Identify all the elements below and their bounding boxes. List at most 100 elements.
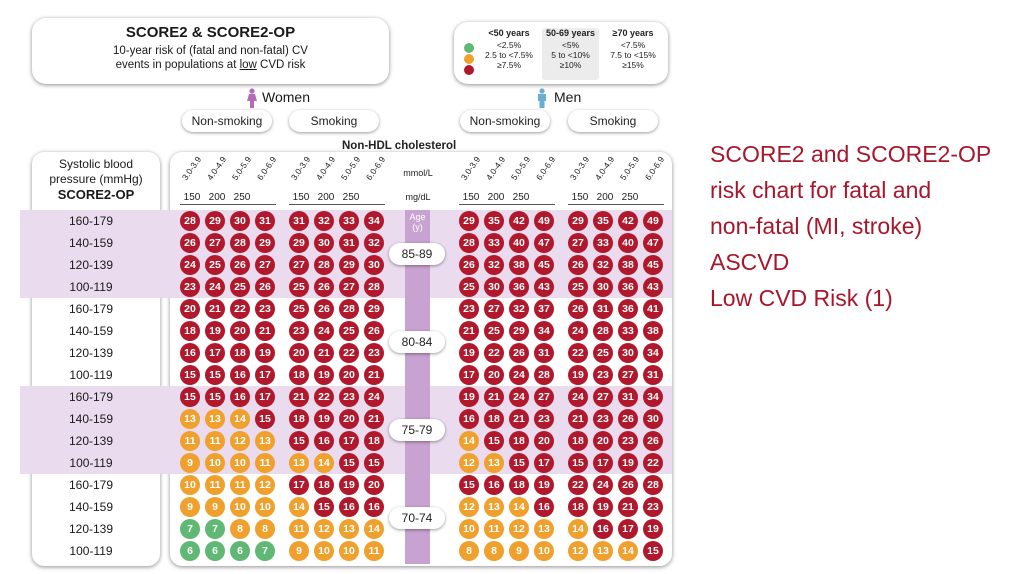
- risk-cell: 20: [289, 343, 309, 363]
- risk-cell: 15: [205, 387, 225, 407]
- risk-cell: 18: [509, 431, 529, 451]
- legend-col-under50: <50 years <2.5% 2.5 to <7.5% ≥7.5%: [478, 28, 540, 70]
- risk-cell: 25: [568, 277, 588, 297]
- risk-cell: 28: [230, 233, 250, 253]
- sbp-row-label: 140-159: [68, 500, 114, 514]
- risk-cell: 21: [289, 387, 309, 407]
- sbp-row-label: 100-119: [69, 280, 113, 294]
- risk-cell: 23: [593, 365, 613, 385]
- risk-cell: 27: [593, 387, 613, 407]
- risk-cell: 33: [484, 233, 504, 253]
- risk-cell: 21: [618, 497, 638, 517]
- chart-title: SCORE2 & SCORE2-OP: [125, 24, 296, 41]
- risk-cell: 13: [534, 519, 554, 539]
- risk-cell: 22: [568, 475, 588, 495]
- mgdl-tick-label: 200: [596, 192, 614, 203]
- unit-mmol: mmol/L: [403, 168, 433, 178]
- risk-cell: 26: [509, 343, 529, 363]
- mgdl-tick-label: 200: [208, 192, 226, 203]
- risk-cell: 16: [364, 497, 384, 517]
- risk-cell: 24: [568, 387, 588, 407]
- risk-cell: 30: [364, 255, 384, 275]
- risk-cell: 17: [255, 365, 275, 385]
- sbp-row-label: 160-179: [68, 302, 114, 316]
- legend-header: 50-69 years: [545, 28, 596, 38]
- risk-cell: 14: [230, 409, 250, 429]
- risk-cell: 18: [364, 431, 384, 451]
- sbp-row-label: 100-119: [69, 456, 113, 470]
- risk-cell: 31: [593, 299, 613, 319]
- sbp-header: Systolic blood pressure (mmHg) SCORE2-OP: [32, 157, 160, 202]
- risk-cell: 37: [534, 299, 554, 319]
- risk-cell: 31: [255, 211, 275, 231]
- risk-cell: 26: [364, 321, 384, 341]
- risk-cell: 35: [593, 211, 613, 231]
- risk-cell: 21: [205, 299, 225, 319]
- risk-cell: 19: [534, 475, 554, 495]
- side-caption: SCORE2 and SCORE2-OP risk chart for fata…: [710, 136, 1020, 316]
- risk-cell: 49: [643, 211, 663, 231]
- risk-cell: 34: [643, 387, 663, 407]
- risk-cell: 24: [568, 321, 588, 341]
- sbp-row-label: 140-159: [68, 236, 114, 250]
- risk-cell: 26: [459, 255, 479, 275]
- risk-cell: 30: [230, 211, 250, 231]
- risk-cell: 29: [255, 233, 275, 253]
- sbp-row-label: 140-159: [68, 324, 114, 338]
- risk-cell: 42: [618, 211, 638, 231]
- risk-cell: 18: [314, 475, 334, 495]
- risk-cell: 24: [180, 255, 200, 275]
- risk-cell: 17: [618, 519, 638, 539]
- risk-cell: 20: [593, 431, 613, 451]
- risk-cell: 20: [230, 321, 250, 341]
- risk-cell: 24: [509, 387, 529, 407]
- risk-cell: 32: [593, 255, 613, 275]
- risk-cell: 12: [459, 497, 479, 517]
- cholesterol-title: Non-HDL cholesterol: [342, 140, 457, 152]
- men-nonsmoking-pill: Non-smoking: [460, 110, 550, 132]
- legend-dot-moderate: [464, 54, 474, 64]
- risk-cell: 26: [618, 475, 638, 495]
- risk-cell: 18: [484, 409, 504, 429]
- mgdl-tick-label: 150: [183, 192, 201, 203]
- risk-cell: 16: [230, 365, 250, 385]
- risk-cell: 15: [180, 387, 200, 407]
- risk-cell: 23: [593, 409, 613, 429]
- risk-cell: 12: [230, 431, 250, 451]
- risk-cell: 16: [459, 409, 479, 429]
- risk-cell: 32: [509, 299, 529, 319]
- sbp-header-line3: SCORE2-OP: [57, 187, 135, 202]
- risk-cell: 14: [509, 497, 529, 517]
- risk-cell: 25: [459, 277, 479, 297]
- sbp-header-line2: pressure (mmHg): [49, 172, 143, 186]
- risk-cell: 15: [568, 453, 588, 473]
- legend-col-70plus: ≥70 years <7.5% 7.5 to <15% ≥15%: [602, 28, 664, 70]
- risk-cell: 16: [230, 387, 250, 407]
- risk-cell: 18: [289, 365, 309, 385]
- risk-cell: 26: [230, 255, 250, 275]
- risk-cell: 24: [364, 387, 384, 407]
- risk-cell: 31: [643, 365, 663, 385]
- mgdl-tick-label: 250: [621, 192, 639, 203]
- risk-cell: 16: [593, 519, 613, 539]
- risk-cell: 11: [364, 541, 384, 561]
- risk-cell: 11: [180, 431, 200, 451]
- risk-cell: 10: [255, 497, 275, 517]
- risk-cell: 11: [255, 453, 275, 473]
- risk-cell: 27: [534, 387, 554, 407]
- risk-cell: 15: [509, 453, 529, 473]
- mgdl-axis-line: [568, 204, 664, 205]
- legend-dot-low: [464, 43, 474, 53]
- chart-title-box: SCORE2 & SCORE2-OP 10-year risk of (fata…: [32, 18, 389, 84]
- mgdl-tick-label: 250: [233, 192, 251, 203]
- risk-cell: 26: [314, 277, 334, 297]
- risk-cell: 23: [339, 387, 359, 407]
- risk-cell: 14: [314, 453, 334, 473]
- risk-cell: 9: [180, 453, 200, 473]
- risk-cell: 19: [643, 519, 663, 539]
- risk-cell: 22: [484, 343, 504, 363]
- mgdl-tick-label: 200: [317, 192, 335, 203]
- risk-cell: 41: [643, 299, 663, 319]
- risk-cell: 16: [314, 431, 334, 451]
- risk-cell: 33: [339, 211, 359, 231]
